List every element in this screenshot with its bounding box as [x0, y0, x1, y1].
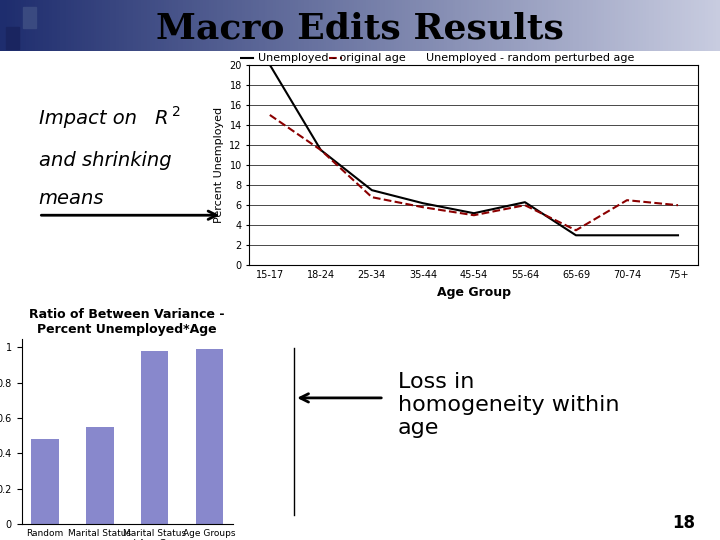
Bar: [23, 6, 36, 28]
Bar: [196, 349, 223, 524]
Bar: [86, 427, 114, 524]
Text: and shrinking: and shrinking: [38, 151, 171, 170]
Text: Unemployed - original age: Unemployed - original age: [258, 53, 405, 63]
X-axis label: Age Group: Age Group: [437, 286, 511, 299]
Bar: [6, 27, 19, 49]
Text: Loss in
homogeneity within
age: Loss in homogeneity within age: [397, 372, 619, 438]
Text: Impact on: Impact on: [38, 109, 143, 128]
Text: 2: 2: [171, 105, 181, 119]
Bar: [31, 439, 58, 524]
Title: Ratio of Between Variance -
Percent Unemployed*Age: Ratio of Between Variance - Percent Unem…: [30, 308, 225, 336]
Text: Unemployed - random perturbed age: Unemployed - random perturbed age: [426, 53, 634, 63]
Text: Macro Edits Results: Macro Edits Results: [156, 12, 564, 45]
Text: means: means: [38, 189, 104, 208]
Text: R: R: [155, 109, 168, 128]
Y-axis label: Percent Unemployed: Percent Unemployed: [214, 107, 224, 223]
Text: 18: 18: [672, 514, 695, 532]
Bar: [141, 351, 168, 524]
